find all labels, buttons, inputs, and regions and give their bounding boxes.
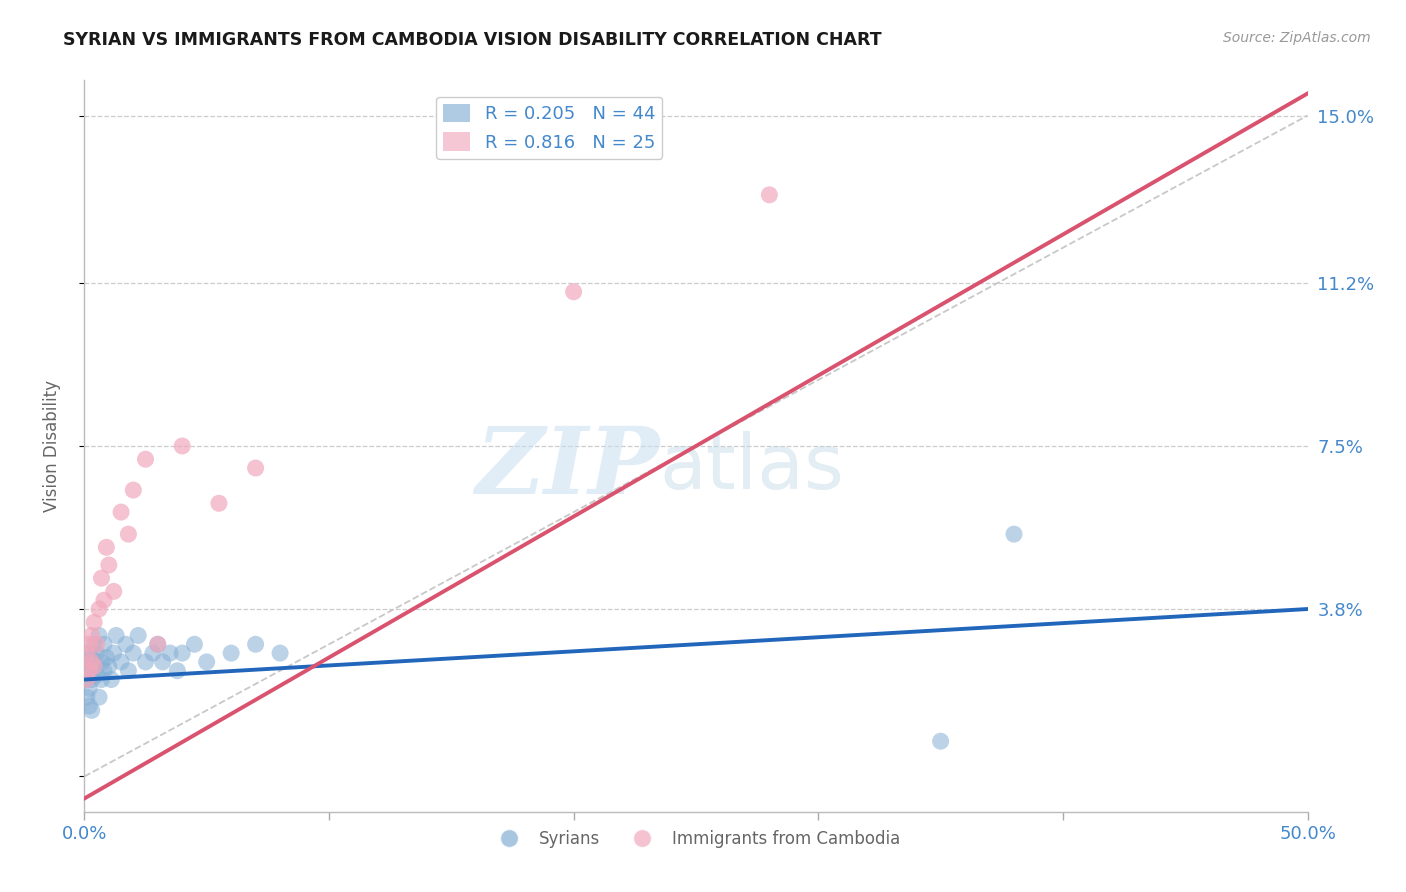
Point bbox=[93, 637, 115, 651]
Point bbox=[103, 584, 125, 599]
Point bbox=[76, 673, 98, 687]
Point bbox=[87, 602, 110, 616]
Point bbox=[83, 615, 105, 630]
Point bbox=[122, 483, 145, 497]
Point bbox=[929, 734, 952, 748]
Point bbox=[135, 655, 157, 669]
Point bbox=[172, 439, 194, 453]
Point bbox=[269, 646, 291, 660]
Text: ZIP: ZIP bbox=[475, 423, 659, 513]
Legend: Syrians, Immigrants from Cambodia: Syrians, Immigrants from Cambodia bbox=[485, 823, 907, 855]
Point bbox=[76, 655, 98, 669]
Point bbox=[93, 593, 115, 607]
Point bbox=[152, 655, 174, 669]
Point bbox=[245, 637, 267, 651]
Point bbox=[142, 646, 165, 660]
Point bbox=[562, 285, 585, 299]
Point bbox=[77, 637, 100, 651]
Y-axis label: Vision Disability: Vision Disability bbox=[42, 380, 60, 512]
Point bbox=[1002, 527, 1025, 541]
Point bbox=[97, 659, 120, 673]
Point bbox=[87, 628, 110, 642]
Point bbox=[146, 637, 169, 651]
Point bbox=[245, 461, 267, 475]
Point bbox=[80, 703, 103, 717]
Point bbox=[77, 664, 100, 678]
Point bbox=[159, 646, 181, 660]
Text: atlas: atlas bbox=[659, 431, 844, 505]
Point bbox=[87, 690, 110, 705]
Point bbox=[80, 673, 103, 687]
Point bbox=[86, 646, 108, 660]
Point bbox=[77, 664, 100, 678]
Point bbox=[100, 673, 122, 687]
Point bbox=[83, 659, 105, 673]
Point bbox=[77, 698, 100, 713]
Point bbox=[76, 673, 98, 687]
Point bbox=[83, 659, 105, 673]
Point bbox=[758, 187, 780, 202]
Point bbox=[219, 646, 242, 660]
Text: SYRIAN VS IMMIGRANTS FROM CAMBODIA VISION DISABILITY CORRELATION CHART: SYRIAN VS IMMIGRANTS FROM CAMBODIA VISIO… bbox=[63, 31, 882, 49]
Point bbox=[83, 637, 105, 651]
Point bbox=[183, 637, 205, 651]
Point bbox=[76, 690, 98, 705]
Point bbox=[195, 655, 218, 669]
Point bbox=[172, 646, 194, 660]
Point bbox=[110, 655, 132, 669]
Point bbox=[122, 646, 145, 660]
Point bbox=[86, 637, 108, 651]
Point bbox=[97, 558, 120, 572]
Point bbox=[146, 637, 169, 651]
Point bbox=[117, 664, 139, 678]
Point bbox=[93, 664, 115, 678]
Point bbox=[77, 681, 100, 696]
Point bbox=[105, 628, 128, 642]
Point bbox=[80, 628, 103, 642]
Point bbox=[110, 505, 132, 519]
Point bbox=[90, 571, 112, 585]
Point bbox=[76, 646, 98, 660]
Point bbox=[117, 527, 139, 541]
Text: Source: ZipAtlas.com: Source: ZipAtlas.com bbox=[1223, 31, 1371, 45]
Point bbox=[77, 646, 100, 660]
Point bbox=[208, 496, 231, 510]
Point bbox=[115, 637, 138, 651]
Point bbox=[80, 650, 103, 665]
Point bbox=[103, 646, 125, 660]
Point bbox=[90, 655, 112, 669]
Point bbox=[166, 664, 188, 678]
Point bbox=[90, 673, 112, 687]
Point bbox=[86, 668, 108, 682]
Point bbox=[96, 650, 118, 665]
Point bbox=[127, 628, 149, 642]
Point bbox=[80, 655, 103, 669]
Point bbox=[135, 452, 157, 467]
Point bbox=[96, 541, 118, 555]
